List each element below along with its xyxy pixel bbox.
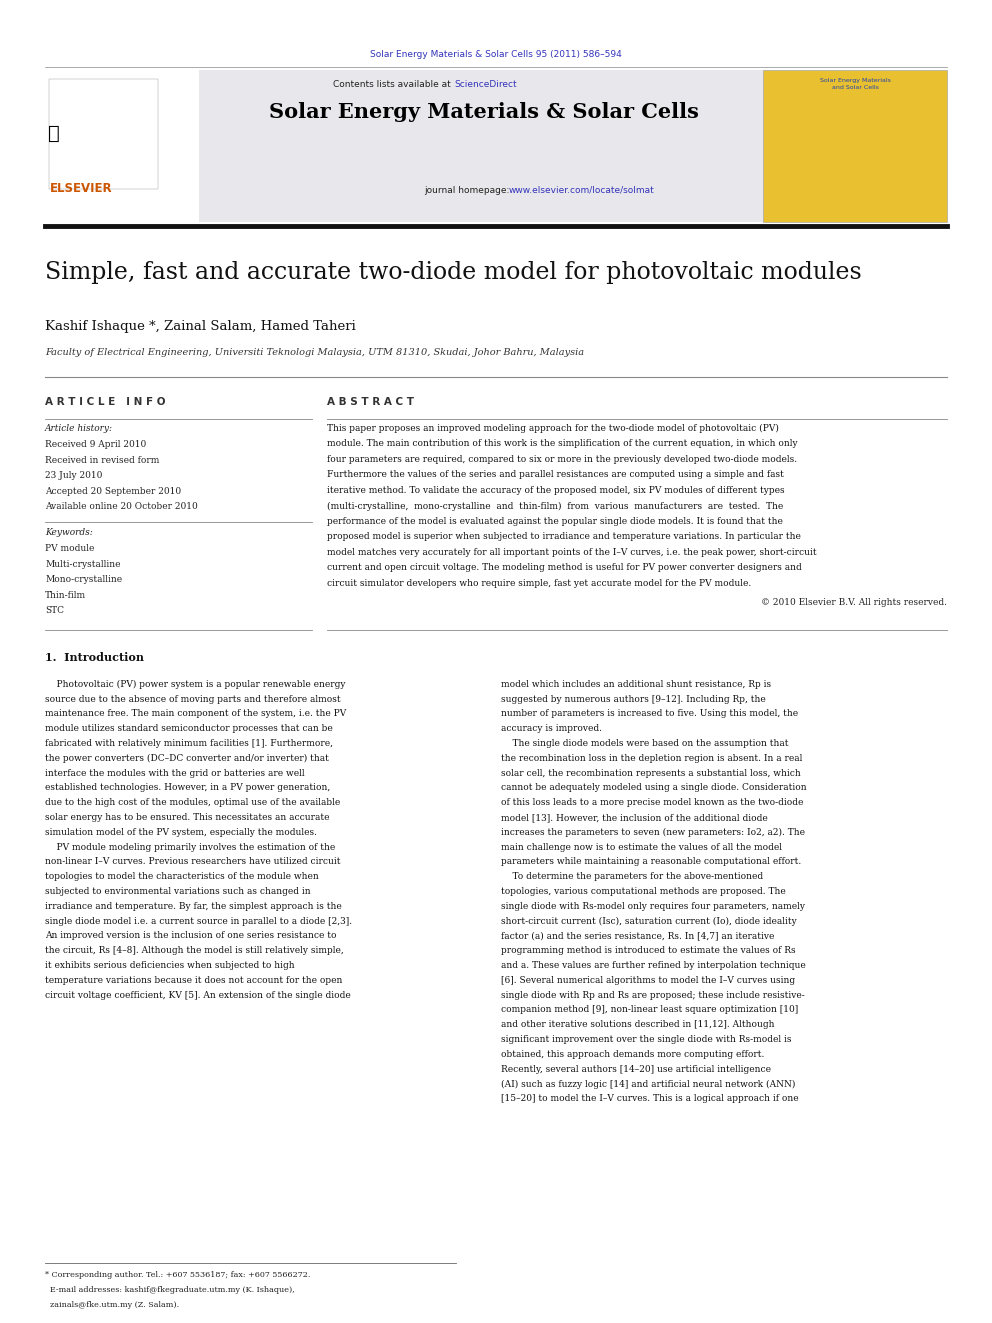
Text: Photovoltaic (PV) power system is a popular renewable energy: Photovoltaic (PV) power system is a popu… xyxy=(45,680,345,689)
Text: proposed model is superior when subjected to irradiance and temperature variatio: proposed model is superior when subjecte… xyxy=(327,532,802,541)
Text: circuit voltage coefficient, KV [5]. An extension of the single diode: circuit voltage coefficient, KV [5]. An … xyxy=(45,991,351,1000)
Text: programming method is introduced to estimate the values of Rs: programming method is introduced to esti… xyxy=(501,946,796,955)
Text: module. The main contribution of this work is the simplification of the current : module. The main contribution of this wo… xyxy=(327,439,798,448)
Text: Recently, several authors [14–20] use artificial intelligence: Recently, several authors [14–20] use ar… xyxy=(501,1065,771,1074)
Text: An improved version is the inclusion of one series resistance to: An improved version is the inclusion of … xyxy=(45,931,336,941)
Text: Solar Energy Materials
and Solar Cells: Solar Energy Materials and Solar Cells xyxy=(819,78,891,90)
Text: current and open circuit voltage. The modeling method is useful for PV power con: current and open circuit voltage. The mo… xyxy=(327,564,803,573)
Text: simulation model of the PV system, especially the modules.: simulation model of the PV system, espec… xyxy=(45,828,317,837)
Text: the circuit, Rs [4–8]. Although the model is still relatively simple,: the circuit, Rs [4–8]. Although the mode… xyxy=(45,946,344,955)
Text: maintenance free. The main component of the system, i.e. the PV: maintenance free. The main component of … xyxy=(45,709,346,718)
Bar xyxy=(198,70,769,222)
Text: increases the parameters to seven (new parameters: Io2, a2). The: increases the parameters to seven (new p… xyxy=(501,828,805,837)
Text: Multi-crystalline: Multi-crystalline xyxy=(45,560,120,569)
Text: solar cell, the recombination represents a substantial loss, which: solar cell, the recombination represents… xyxy=(501,769,801,778)
Text: Solar Energy Materials & Solar Cells 95 (2011) 586–594: Solar Energy Materials & Solar Cells 95 … xyxy=(370,50,622,60)
Text: suggested by numerous authors [9–12]. Including Rp, the: suggested by numerous authors [9–12]. In… xyxy=(501,695,766,704)
Text: source due to the absence of moving parts and therefore almost: source due to the absence of moving part… xyxy=(45,695,340,704)
Text: model matches very accurately for all important points of the I–V curves, i.e. t: model matches very accurately for all im… xyxy=(327,548,817,557)
Text: Available online 20 October 2010: Available online 20 October 2010 xyxy=(45,503,197,512)
Text: This paper proposes an improved modeling approach for the two-diode model of pho: This paper proposes an improved modeling… xyxy=(327,423,780,433)
Text: Received 9 April 2010: Received 9 April 2010 xyxy=(45,441,146,450)
Text: [6]. Several numerical algorithms to model the I–V curves using: [6]. Several numerical algorithms to mod… xyxy=(501,976,795,984)
Text: (AI) such as fuzzy logic [14] and artificial neural network (ANN): (AI) such as fuzzy logic [14] and artifi… xyxy=(501,1080,796,1089)
Text: temperature variations because it does not account for the open: temperature variations because it does n… xyxy=(45,976,342,984)
Text: the power converters (DC–DC converter and/or inverter) that: the power converters (DC–DC converter an… xyxy=(45,754,329,763)
Text: 1.  Introduction: 1. Introduction xyxy=(45,652,144,663)
Text: model [13]. However, the inclusion of the additional diode: model [13]. However, the inclusion of th… xyxy=(501,814,768,822)
Text: subjected to environmental variations such as changed in: subjected to environmental variations su… xyxy=(45,888,310,896)
Text: performance of the model is evaluated against the popular single diode models. I: performance of the model is evaluated ag… xyxy=(327,517,784,527)
Text: The single diode models were based on the assumption that: The single diode models were based on th… xyxy=(501,740,789,747)
Text: A B S T R A C T: A B S T R A C T xyxy=(327,397,415,407)
Text: obtained, this approach demands more computing effort.: obtained, this approach demands more com… xyxy=(501,1050,764,1058)
Text: E-mail addresses: kashif@fkegraduate.utm.my (K. Ishaque),: E-mail addresses: kashif@fkegraduate.utm… xyxy=(45,1286,295,1294)
Text: Kashif Ishaque *, Zainal Salam, Hamed Taheri: Kashif Ishaque *, Zainal Salam, Hamed Ta… xyxy=(45,320,356,333)
Text: model which includes an additional shunt resistance, Rp is: model which includes an additional shunt… xyxy=(501,680,771,689)
Text: Furthermore the values of the series and parallel resistances are computed using: Furthermore the values of the series and… xyxy=(327,471,785,479)
Text: and other iterative solutions described in [11,12]. Although: and other iterative solutions described … xyxy=(501,1020,775,1029)
Text: Simple, fast and accurate two-diode model for photovoltaic modules: Simple, fast and accurate two-diode mode… xyxy=(45,261,862,283)
Text: www.elsevier.com/locate/solmat: www.elsevier.com/locate/solmat xyxy=(509,185,655,194)
Text: (multi-crystalline,  mono-crystalline  and  thin-film)  from  various  manufactu: (multi-crystalline, mono-crystalline and… xyxy=(327,501,784,511)
Text: fabricated with relatively minimum facilities [1]. Furthermore,: fabricated with relatively minimum facil… xyxy=(45,740,333,747)
Bar xyxy=(764,70,947,222)
Bar xyxy=(49,79,158,189)
Text: interface the modules with the grid or batteries are well: interface the modules with the grid or b… xyxy=(45,769,305,778)
Text: cannot be adequately modeled using a single diode. Consideration: cannot be adequately modeled using a sin… xyxy=(501,783,806,792)
Text: single diode model i.e. a current source in parallel to a diode [2,3].: single diode model i.e. a current source… xyxy=(45,917,352,926)
Text: zainals@fke.utm.my (Z. Salam).: zainals@fke.utm.my (Z. Salam). xyxy=(45,1302,180,1310)
Text: Accepted 20 September 2010: Accepted 20 September 2010 xyxy=(45,487,182,496)
Text: parameters while maintaining a reasonable computational effort.: parameters while maintaining a reasonabl… xyxy=(501,857,802,867)
Text: of this loss leads to a more precise model known as the two-diode: of this loss leads to a more precise mod… xyxy=(501,798,804,807)
Text: 23 July 2010: 23 July 2010 xyxy=(45,471,102,480)
Text: short-circuit current (Isc), saturation current (Io), diode ideality: short-circuit current (Isc), saturation … xyxy=(501,917,797,926)
Text: the recombination loss in the depletion region is absent. In a real: the recombination loss in the depletion … xyxy=(501,754,803,763)
Text: accuracy is improved.: accuracy is improved. xyxy=(501,724,602,733)
Text: A R T I C L E   I N F O: A R T I C L E I N F O xyxy=(45,397,166,407)
Text: factor (a) and the series resistance, Rs. In [4,7] an iterative: factor (a) and the series resistance, Rs… xyxy=(501,931,775,941)
Text: STC: STC xyxy=(45,606,64,615)
Text: 🌳: 🌳 xyxy=(49,124,60,143)
Text: © 2010 Elsevier B.V. All rights reserved.: © 2010 Elsevier B.V. All rights reserved… xyxy=(761,598,947,607)
Text: significant improvement over the single diode with Rs-model is: significant improvement over the single … xyxy=(501,1035,792,1044)
Text: ScienceDirect: ScienceDirect xyxy=(454,81,517,89)
Text: To determine the parameters for the above-mentioned: To determine the parameters for the abov… xyxy=(501,872,763,881)
Text: circuit simulator developers who require simple, fast yet accurate model for the: circuit simulator developers who require… xyxy=(327,579,752,587)
Text: iterative method. To validate the accuracy of the proposed model, six PV modules: iterative method. To validate the accura… xyxy=(327,486,785,495)
Text: Contents lists available at: Contents lists available at xyxy=(333,81,454,89)
Text: number of parameters is increased to five. Using this model, the: number of parameters is increased to fiv… xyxy=(501,709,799,718)
Text: solar energy has to be ensured. This necessitates an accurate: solar energy has to be ensured. This nec… xyxy=(45,814,329,822)
Text: PV module: PV module xyxy=(45,544,94,553)
Text: ELSEVIER: ELSEVIER xyxy=(50,181,113,194)
Text: companion method [9], non-linear least square optimization [10]: companion method [9], non-linear least s… xyxy=(501,1005,799,1015)
Text: Received in revised form: Received in revised form xyxy=(45,456,160,464)
Text: topologies, various computational methods are proposed. The: topologies, various computational method… xyxy=(501,888,786,896)
Bar xyxy=(45,70,198,222)
Text: non-linear I–V curves. Previous researchers have utilized circuit: non-linear I–V curves. Previous research… xyxy=(45,857,340,867)
Text: and a. These values are further refined by interpolation technique: and a. These values are further refined … xyxy=(501,960,806,970)
Text: four parameters are required, compared to six or more in the previously develope: four parameters are required, compared t… xyxy=(327,455,798,464)
Text: module utilizes standard semiconductor processes that can be: module utilizes standard semiconductor p… xyxy=(45,724,332,733)
Text: established technologies. However, in a PV power generation,: established technologies. However, in a … xyxy=(45,783,330,792)
Text: * Corresponding author. Tel.: +607 5536187; fax: +607 5566272.: * Corresponding author. Tel.: +607 55361… xyxy=(45,1271,310,1279)
Text: Faculty of Electrical Engineering, Universiti Teknologi Malaysia, UTM 81310, Sku: Faculty of Electrical Engineering, Unive… xyxy=(45,348,584,357)
Text: Keywords:: Keywords: xyxy=(45,528,92,537)
Text: topologies to model the characteristics of the module when: topologies to model the characteristics … xyxy=(45,872,318,881)
Text: single diode with Rp and Rs are proposed; these include resistive-: single diode with Rp and Rs are proposed… xyxy=(501,991,805,1000)
Text: Mono-crystalline: Mono-crystalline xyxy=(45,576,122,585)
Text: single diode with Rs-model only requires four parameters, namely: single diode with Rs-model only requires… xyxy=(501,902,805,912)
Text: Article history:: Article history: xyxy=(45,423,113,433)
Text: main challenge now is to estimate the values of all the model: main challenge now is to estimate the va… xyxy=(501,843,782,852)
Text: Thin-film: Thin-film xyxy=(45,591,86,599)
Text: PV module modeling primarily involves the estimation of the: PV module modeling primarily involves th… xyxy=(45,843,335,852)
Text: it exhibits serious deficiencies when subjected to high: it exhibits serious deficiencies when su… xyxy=(45,960,295,970)
Text: [15–20] to model the I–V curves. This is a logical approach if one: [15–20] to model the I–V curves. This is… xyxy=(501,1094,799,1103)
Text: journal homepage:: journal homepage: xyxy=(424,185,512,194)
Text: due to the high cost of the modules, optimal use of the available: due to the high cost of the modules, opt… xyxy=(45,798,340,807)
Text: irradiance and temperature. By far, the simplest approach is the: irradiance and temperature. By far, the … xyxy=(45,902,342,912)
Text: Solar Energy Materials & Solar Cells: Solar Energy Materials & Solar Cells xyxy=(269,102,699,122)
